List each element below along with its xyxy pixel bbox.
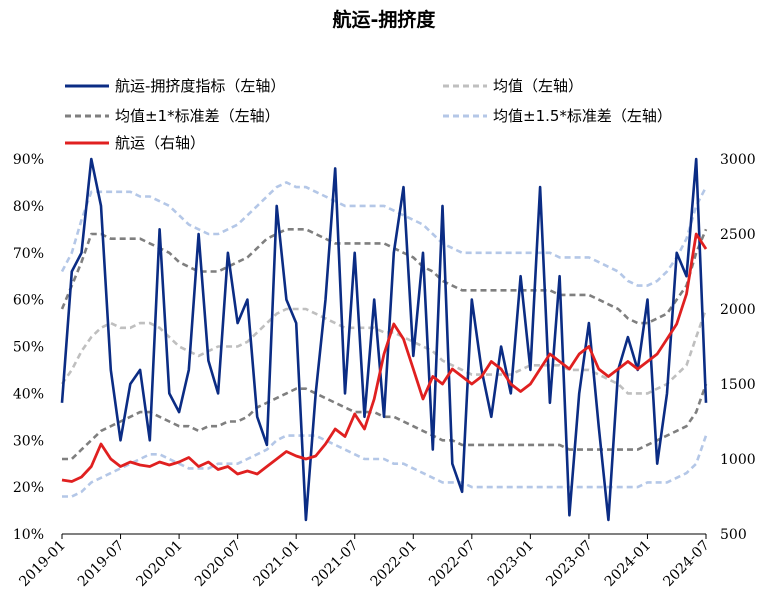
series-line-shipping: [61, 232, 708, 483]
legend-item-shipping: 航运（右轴）: [65, 134, 205, 152]
legend-label: 均值±1.5*标准差（左轴）: [493, 107, 672, 125]
x-tick-label: 2020-07: [192, 538, 244, 590]
x-tick-label: 2019-01: [16, 538, 68, 590]
x-tick-label: 2021-07: [309, 538, 361, 590]
series-line-band1_upper: [60, 228, 708, 325]
legend-item-band15: 均值±1.5*标准差（左轴）: [443, 107, 672, 125]
x-tick-label: 2022-01: [368, 538, 420, 590]
legend-label: 航运（右轴）: [115, 134, 205, 152]
y-left-tick-label: 30%: [13, 433, 44, 449]
y-left-tick-label: 90%: [13, 152, 44, 168]
x-tick-label: 2019-07: [75, 538, 127, 590]
x-tick-label: 2024-07: [660, 538, 712, 590]
x-tick-label: 2022-07: [426, 538, 478, 590]
legend-label: 航运-拥挤度指标（左轴）: [115, 77, 285, 95]
y-right-tick-label: 1000: [720, 452, 756, 468]
x-tick-label: 2023-01: [485, 538, 537, 590]
y-right-tick-label: 500: [720, 527, 747, 543]
series-line-band15_upper: [60, 181, 708, 287]
y-left-tick-label: 50%: [13, 340, 44, 356]
y-right-tick-label: 3000: [720, 152, 756, 168]
axes: 10% 20% 30% 40% 50% 60% 70% 80% 90% 500 1000 1500 20…: [13, 152, 756, 590]
y-right-tick-label: 2000: [720, 302, 756, 318]
y-left-tick-label: 70%: [13, 246, 44, 262]
series-line-index: [60, 157, 708, 522]
y-left-tick-label: 10%: [13, 527, 44, 543]
series-line-band15_lower: [62, 434, 708, 498]
x-tick-label: 2024-01: [602, 538, 654, 590]
y-right-tick-label: 1500: [720, 377, 756, 393]
x-tick-label: 2021-01: [251, 538, 303, 590]
y-left-tick-label: 80%: [13, 199, 44, 215]
y-left-tick-label: 20%: [13, 480, 44, 496]
x-tick-label: 2023-07: [543, 538, 595, 590]
y-left-tick-label: 40%: [13, 386, 44, 402]
y-left-tick-label: 60%: [13, 293, 44, 309]
series-line-band1_lower: [62, 383, 708, 461]
legend-label: 均值±1*标准差（左轴）: [115, 107, 280, 125]
y-right-tick-label: 2500: [720, 227, 756, 243]
series-line-mean: [60, 307, 708, 395]
legend-item-mean: 均值（左轴）: [443, 77, 583, 95]
legend: 航运-拥挤度指标（左轴） 均值（左轴） 均值±1*标准差（左轴） 均值±1.5*标准差…: [65, 77, 672, 152]
legend-item-band1: 均值±1*标准差（左轴）: [65, 107, 280, 125]
chart-title: 航运-拥挤度: [333, 8, 437, 31]
legend-item-index: 航运-拥挤度指标（左轴）: [65, 77, 285, 95]
legend-label: 均值（左轴）: [493, 77, 583, 95]
plot-area: [60, 157, 708, 522]
x-tick-label: 2020-01: [133, 538, 185, 590]
